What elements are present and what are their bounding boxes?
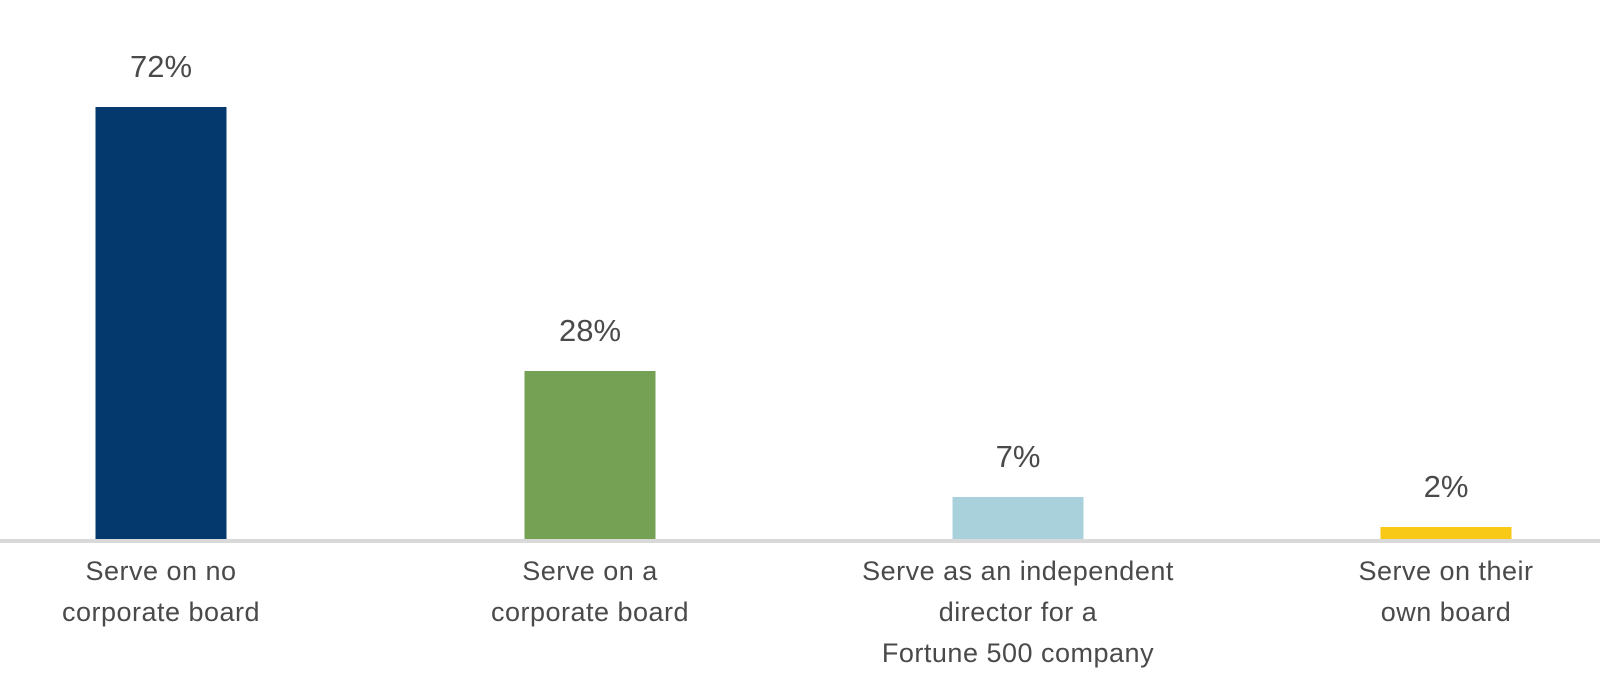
category-label-line: director for a bbox=[939, 597, 1098, 627]
bar-3 bbox=[952, 497, 1084, 539]
category-label-line: corporate board bbox=[491, 597, 689, 627]
category-label-line: Serve as an independent bbox=[862, 556, 1174, 586]
bar-1 bbox=[95, 107, 227, 539]
bar-2 bbox=[524, 371, 656, 539]
category-label-1: Serve on no corporate board bbox=[62, 556, 260, 627]
category-label-line: Fortune 500 company bbox=[882, 638, 1154, 668]
bar-4 bbox=[1380, 527, 1512, 539]
data-label-1: 72% bbox=[130, 49, 192, 84]
data-label-2: 28% bbox=[559, 313, 621, 348]
category-label-3: Serve as an independent director for a For… bbox=[862, 556, 1174, 668]
category-label-4: Serve on their own board bbox=[1358, 556, 1533, 627]
data-label-4: 2% bbox=[1424, 469, 1469, 504]
category-label-2: Serve on a corporate board bbox=[491, 556, 689, 627]
category-label-line: corporate board bbox=[62, 597, 260, 627]
category-label-line: Serve on a bbox=[522, 556, 658, 586]
category-label-line: Serve on no bbox=[85, 556, 236, 586]
category-label-line: own board bbox=[1381, 597, 1512, 627]
data-label-3: 7% bbox=[996, 439, 1041, 474]
category-label-line: Serve on their bbox=[1358, 556, 1533, 586]
